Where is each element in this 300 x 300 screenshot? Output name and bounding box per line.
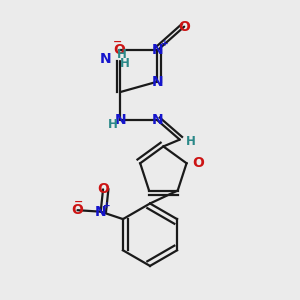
Text: O: O xyxy=(113,44,125,57)
Text: N: N xyxy=(152,44,163,57)
Text: H: H xyxy=(108,118,118,131)
Text: −: − xyxy=(112,37,122,46)
Text: +: + xyxy=(103,201,111,210)
Text: O: O xyxy=(178,20,190,34)
Text: N: N xyxy=(95,205,106,219)
Text: N: N xyxy=(115,113,126,127)
Text: N: N xyxy=(152,75,163,88)
Text: H: H xyxy=(186,135,196,148)
Text: −: − xyxy=(74,197,84,207)
Text: N: N xyxy=(100,52,111,66)
Text: O: O xyxy=(192,156,204,170)
Text: O: O xyxy=(72,203,83,217)
Text: N: N xyxy=(152,113,163,127)
Text: O: O xyxy=(97,182,109,197)
Text: +: + xyxy=(161,38,169,47)
Text: H: H xyxy=(117,48,127,62)
Text: H: H xyxy=(120,57,130,70)
